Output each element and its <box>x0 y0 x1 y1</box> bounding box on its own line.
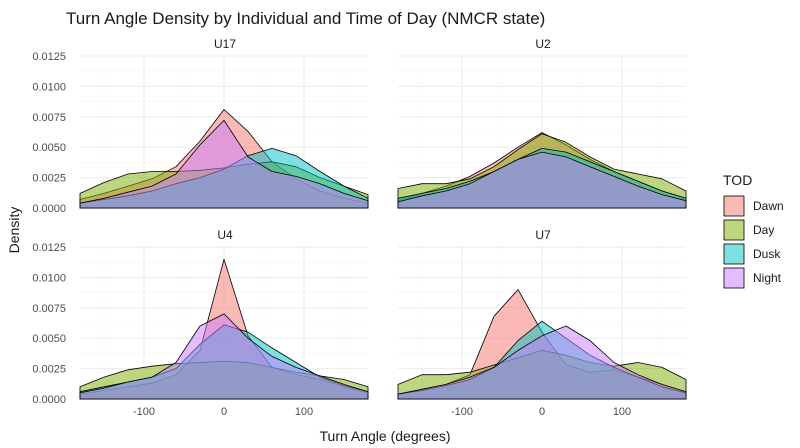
density-area-U2-night <box>397 151 687 209</box>
y-tick-label: 0.0025 <box>32 173 66 185</box>
y-tick-label: 0.0100 <box>32 81 66 93</box>
y-tick-label: 0.0050 <box>32 333 66 345</box>
x-tick-label: 100 <box>613 406 631 418</box>
density-area-U4-night <box>79 313 369 400</box>
panels-group: U170.00000.00250.00500.00750.01000.0125U… <box>32 37 687 418</box>
density-area-U7-night <box>397 325 687 400</box>
panel-U7: U7 -100 0 100 <box>397 228 687 418</box>
x-tick-label: 100 <box>295 406 313 418</box>
y-tick-label: 0.0025 <box>32 364 66 376</box>
y-tick-label: 0.0100 <box>32 272 66 284</box>
strip-label-U2: U2 <box>535 37 551 51</box>
legend-key-dawn <box>723 195 745 217</box>
legend-label-dawn: Dawn <box>753 199 784 213</box>
legend-key-night <box>723 267 745 289</box>
legend: TOD Dawn Day Dusk Night <box>723 172 784 289</box>
y-axis-title: Density <box>6 207 22 254</box>
y-tick-label: 0.0050 <box>32 142 66 154</box>
strip-label-U7: U7 <box>535 228 551 242</box>
density-area-U17-night <box>79 120 369 209</box>
panel-U4: U4 0.0000 0.0025 0.0050 0.0075 0.0100 0.0125 -1… <box>32 228 369 418</box>
legend-title: TOD <box>723 172 752 188</box>
panel-U2: U2 <box>397 37 687 209</box>
legend-label-dusk: Dusk <box>753 247 781 261</box>
y-tick-label: 0.0000 <box>32 394 66 406</box>
panel-U17: U17 0.0000 0.0025 0.0050 0.0075 0.0100 0.0125 <box>32 37 369 215</box>
x-tick-label: -100 <box>451 406 473 418</box>
strip-label-U4: U4 <box>217 228 233 242</box>
legend-label-night: Night <box>753 271 782 285</box>
legend-key-day <box>723 219 745 241</box>
y-tick-label: 0.0125 <box>32 242 66 254</box>
x-tick-label: -100 <box>133 406 155 418</box>
chart-title: Turn Angle Density by Individual and Tim… <box>66 9 545 28</box>
legend-key-dusk <box>723 243 745 265</box>
legend-label-day: Day <box>753 223 774 237</box>
x-axis-title: Turn Angle (degrees) <box>320 428 451 444</box>
x-tick-label: 0 <box>539 406 545 418</box>
y-tick-label: 0.0125 <box>32 51 66 63</box>
y-tick-label: 0.0075 <box>32 112 66 124</box>
x-tick-label: 0 <box>221 406 227 418</box>
strip-label-U17: U17 <box>214 37 236 51</box>
y-tick-label: 0.0000 <box>32 203 66 215</box>
y-tick-label: 0.0075 <box>32 303 66 315</box>
